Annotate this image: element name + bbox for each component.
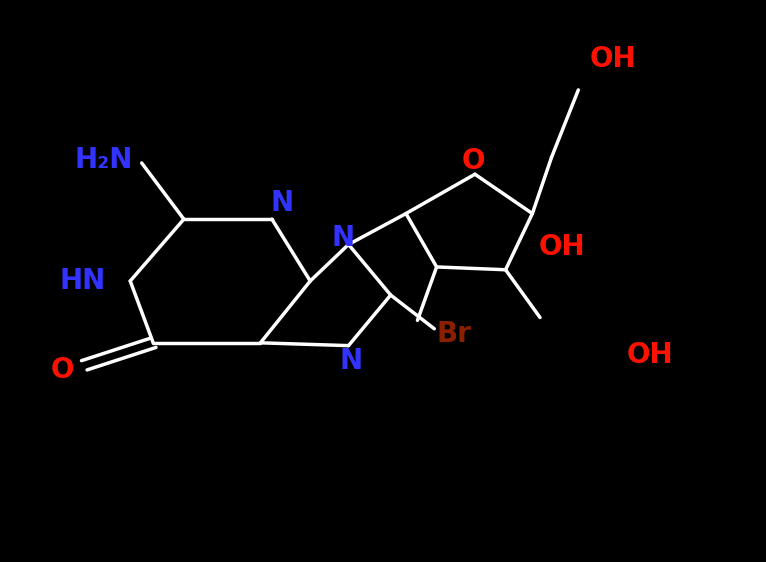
- Text: Br: Br: [436, 320, 471, 348]
- Text: N: N: [339, 347, 362, 375]
- Text: N: N: [332, 224, 355, 252]
- Text: O: O: [51, 356, 74, 384]
- Text: HN: HN: [60, 267, 106, 295]
- Text: N: N: [270, 189, 293, 217]
- Text: OH: OH: [538, 233, 584, 261]
- Text: OH: OH: [590, 45, 636, 73]
- Text: H₂N: H₂N: [74, 146, 133, 174]
- Text: OH: OH: [627, 341, 673, 369]
- Text: O: O: [462, 147, 485, 175]
